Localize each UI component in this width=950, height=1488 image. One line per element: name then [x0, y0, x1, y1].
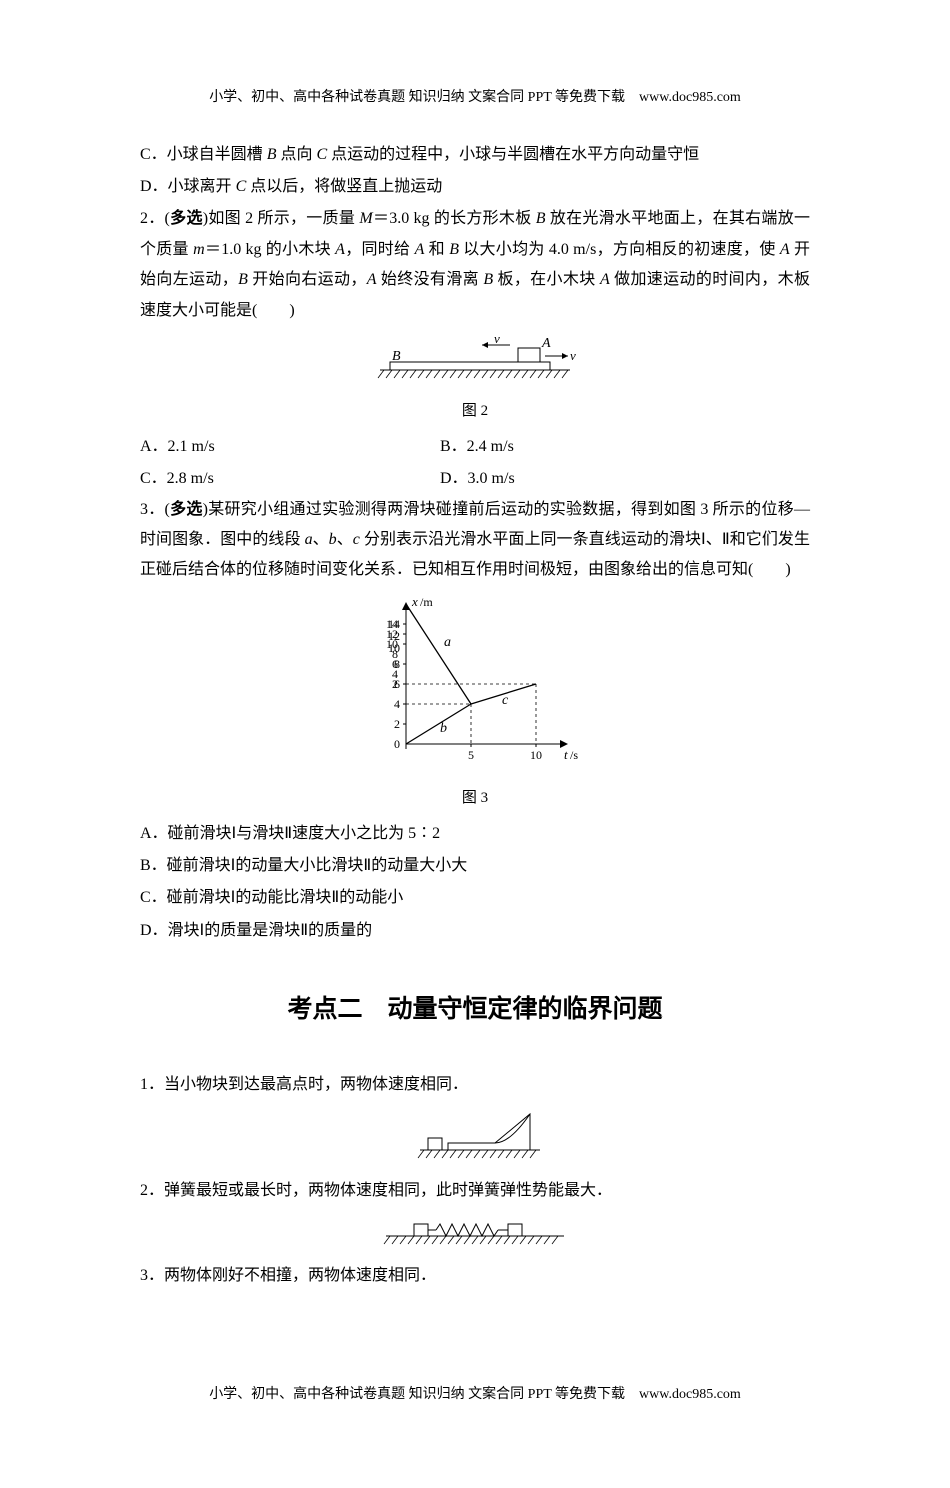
q3-opt-c: C．碰前滑块Ⅰ的动能比滑块Ⅱ的动能小: [140, 883, 810, 913]
point-3: 3．两物体刚好不相撞，两物体速度相同．: [140, 1261, 810, 1291]
figure-2: B A v v: [140, 334, 810, 393]
q2-opt-a: A．2.1 m/s: [140, 432, 440, 462]
svg-text:4: 4: [394, 697, 400, 711]
q2-row1: A．2.1 m/s B．2.4 m/s: [140, 432, 810, 462]
bold-multiselect2: 多选: [170, 501, 203, 518]
figure-4: [140, 1108, 810, 1171]
svg-text:6: 6: [394, 677, 400, 691]
figure-5: [140, 1214, 810, 1257]
q3-opt-a: A．碰前滑块Ⅰ与滑块Ⅱ速度大小之比为 5∶2: [140, 819, 810, 849]
svg-text:c: c: [502, 693, 509, 708]
svg-text:B: B: [392, 349, 401, 364]
fig2-caption: 图 2: [140, 397, 810, 426]
point-2: 2．弹簧最短或最长时，两物体速度相同，此时弹簧弹性势能最大．: [140, 1176, 810, 1206]
q2-opt-c: C．2.8 m/s: [140, 464, 440, 494]
q3-text: 3．(多选)某研究小组通过实验测得两滑块碰撞前后运动的实验数据，得到如图 3 所…: [140, 495, 810, 586]
page-header: 小学、初中、高中各种试卷真题 知识归纳 文案合同 PPT 等免费下载 www.d…: [140, 85, 810, 112]
svg-text:/s: /s: [570, 748, 578, 762]
q2-row2: C．2.8 m/s D．3.0 m/s: [140, 464, 810, 494]
fig2-svg: B A v v: [370, 334, 580, 382]
q2-opt-b: B．2.4 m/s: [440, 432, 810, 462]
option-d: D．小球离开 C 点以后，将做竖直上抛运动: [140, 172, 810, 202]
svg-text:A: A: [541, 336, 551, 351]
fig4-svg: [400, 1108, 550, 1160]
fig3-caption: 图 3: [140, 784, 810, 813]
page-footer: 小学、初中、高中各种试卷真题 知识归纳 文案合同 PPT 等免费下载 www.d…: [140, 1382, 810, 1409]
q3-opt-d: D．滑块Ⅰ的质量是滑块Ⅱ的质量的: [140, 916, 810, 946]
q3-opt-b: B．碰前滑块Ⅰ的动量大小比滑块Ⅱ的动量大小大: [140, 851, 810, 881]
svg-text:v: v: [494, 334, 500, 346]
q2-text: 2．(多选)如图 2 所示，一质量 M＝3.0 kg 的长方形木板 B 放在光滑…: [140, 204, 810, 326]
svg-text:v: v: [570, 348, 576, 363]
svg-text:/m: /m: [420, 595, 433, 609]
fig3-svg: 14 12 10 8 6 4 2: [360, 594, 590, 769]
option-c: C．小球自半圆槽 B 点向 C 点运动的过程中，小球与半圆槽在水平方向动量守恒: [140, 140, 810, 170]
svg-text:a: a: [444, 635, 451, 650]
fig5-svg: [380, 1214, 570, 1246]
svg-text:8: 8: [394, 657, 400, 671]
svg-text:10: 10: [530, 748, 542, 762]
svg-text:5: 5: [468, 748, 474, 762]
svg-text:b: b: [440, 721, 447, 736]
svg-text:x: x: [411, 594, 418, 609]
svg-text:2: 2: [394, 717, 400, 731]
q2-opt-d: D．3.0 m/s: [440, 464, 810, 494]
bold-multiselect: 多选: [170, 210, 203, 227]
section-heading: 考点二 动量守恒定律的临界问题: [140, 986, 810, 1034]
figure-3: 14 12 10 8 6 4 2: [140, 594, 810, 780]
svg-text:10: 10: [388, 641, 400, 655]
svg-text:t: t: [564, 747, 568, 762]
point-1: 1．当小物块到达最高点时，两物体速度相同．: [140, 1070, 810, 1100]
svg-text:0: 0: [394, 737, 400, 751]
